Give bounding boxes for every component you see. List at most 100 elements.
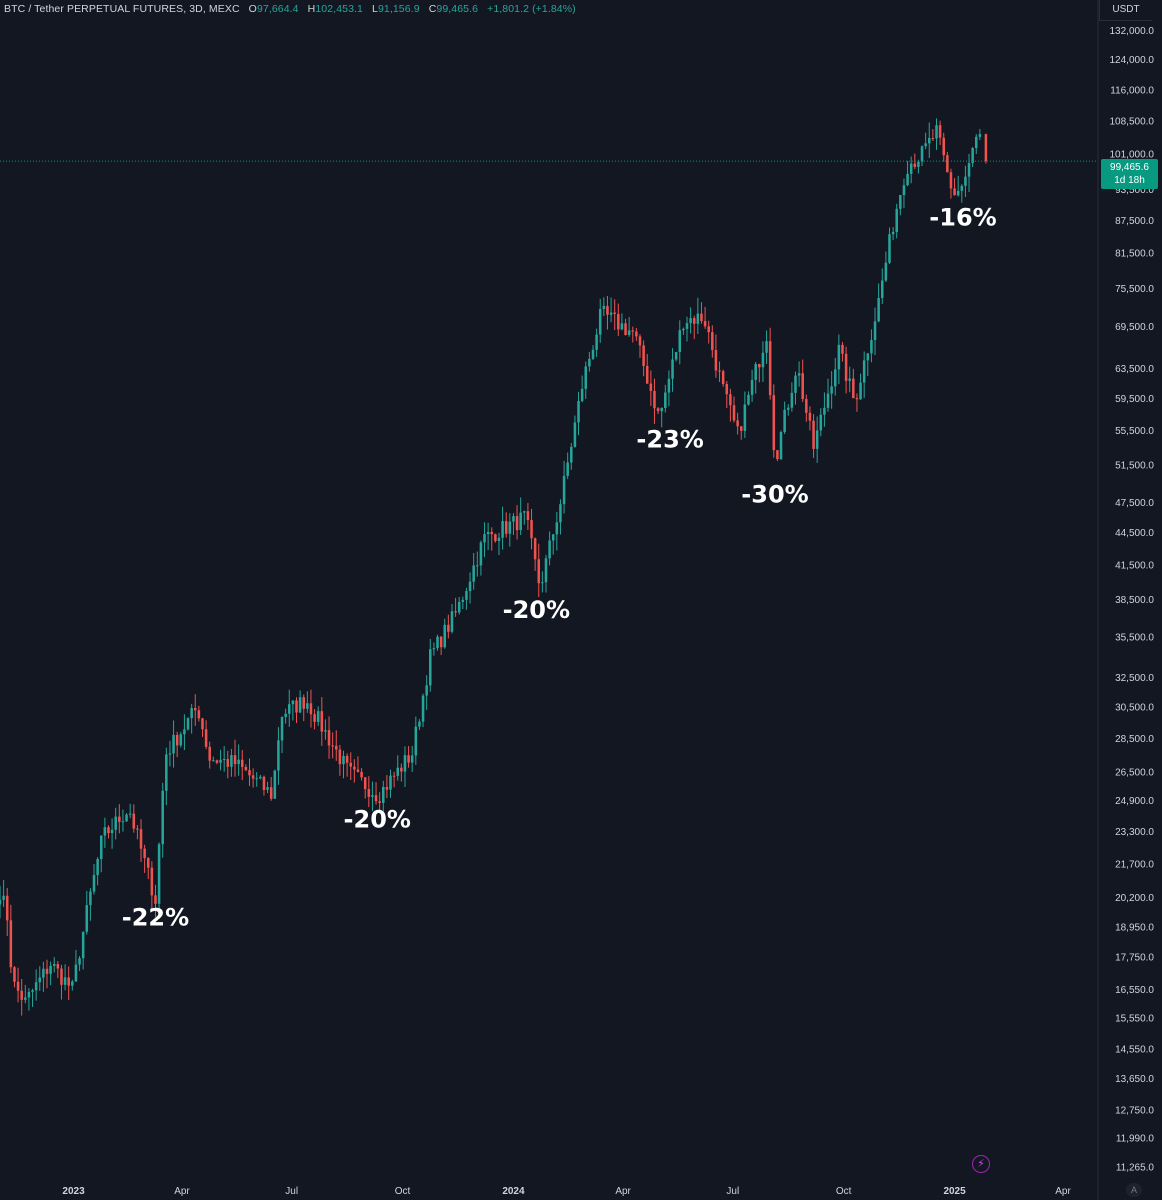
- candle-body: [664, 392, 667, 408]
- candle-body: [92, 875, 96, 892]
- candle-body: [410, 755, 414, 763]
- lightning-icon[interactable]: ⚡: [972, 1155, 990, 1173]
- candle-body: [631, 330, 635, 332]
- change-value: +1,801.2 (+1.84%): [487, 3, 576, 15]
- candle-body: [758, 364, 761, 368]
- candle-body: [526, 511, 530, 520]
- y-tick-label: 18,950.0: [1115, 922, 1154, 933]
- candle-body: [0, 899, 2, 905]
- candle-body: [269, 787, 273, 799]
- candle-body: [266, 787, 269, 790]
- drawdown-annotation: -20%: [344, 805, 411, 833]
- candle-body: [251, 775, 255, 779]
- candle-body: [139, 829, 143, 849]
- candle-body: [60, 968, 63, 985]
- candle-body: [454, 611, 457, 613]
- y-tick-label: 11,990.0: [1116, 1134, 1155, 1145]
- candle-body: [848, 378, 851, 381]
- candle-body: [899, 195, 902, 209]
- candle-body: [45, 968, 49, 974]
- candle-body: [707, 326, 710, 333]
- y-tick-label: 17,750.0: [1115, 953, 1154, 964]
- candle-body: [378, 801, 381, 803]
- candle-body: [682, 328, 685, 331]
- candle-body: [649, 383, 653, 391]
- candle-body: [132, 813, 136, 829]
- candle-body: [472, 565, 475, 582]
- candle-body: [533, 538, 537, 560]
- candle-body: [486, 532, 490, 535]
- auto-scale-icon[interactable]: A: [1126, 1183, 1142, 1197]
- candle-body: [490, 532, 494, 535]
- candle-body: [125, 814, 128, 822]
- candle-body: [150, 867, 154, 896]
- candle-body: [866, 353, 870, 361]
- candle-body: [385, 787, 389, 790]
- candle-body: [577, 400, 580, 423]
- candle-body: [479, 542, 483, 566]
- candle-body: [248, 770, 251, 776]
- candle-body: [190, 708, 193, 719]
- candle-body: [27, 991, 31, 998]
- low-value: 91,156.9: [377, 3, 420, 15]
- candle-body: [78, 958, 81, 965]
- candle-body: [743, 404, 747, 431]
- y-tick-label: 55,500.0: [1115, 426, 1154, 437]
- x-tick-label: Jul: [285, 1186, 298, 1197]
- candle-body: [573, 422, 577, 447]
- candle-body: [761, 352, 765, 368]
- candle-body: [750, 379, 754, 395]
- candle-body: [396, 767, 400, 776]
- candle-body: [284, 713, 287, 718]
- candle-body: [917, 161, 920, 167]
- candle-body: [880, 280, 884, 299]
- candle-body: [671, 359, 674, 379]
- candle-body: [942, 137, 945, 156]
- candle-body: [830, 386, 833, 394]
- candle-body: [844, 353, 848, 381]
- candle-body: [450, 611, 454, 632]
- candle-body: [718, 370, 721, 372]
- candle-body: [584, 366, 588, 389]
- drawdown-annotation: -20%: [503, 596, 570, 624]
- candle-body: [772, 395, 776, 451]
- candle-body: [179, 734, 183, 746]
- y-tick-label: 11,265.0: [1116, 1163, 1155, 1174]
- candle-body: [938, 125, 942, 138]
- candle-body: [461, 599, 465, 602]
- candle-body: [862, 360, 866, 383]
- y-tick-label: 20,200.0: [1115, 893, 1154, 904]
- symbol-name[interactable]: BTC / Tether PERPETUAL FUTURES, 3D, MEXC: [4, 3, 240, 15]
- candle-body: [277, 740, 280, 771]
- candle-body: [602, 305, 606, 310]
- candle-body: [193, 708, 197, 711]
- candle-body: [714, 350, 718, 371]
- candle-body: [118, 816, 121, 822]
- candle-body: [331, 745, 334, 747]
- candle-body: [418, 721, 421, 727]
- candle-body: [667, 378, 671, 393]
- x-tick-label: 2025: [943, 1186, 966, 1197]
- candle-body: [128, 813, 132, 815]
- candle-body: [400, 767, 403, 772]
- candle-body: [873, 321, 877, 341]
- candle-body: [146, 857, 150, 868]
- candle-body: [85, 905, 89, 932]
- candle-body: [262, 776, 266, 790]
- candle-body: [877, 298, 880, 322]
- candle-body: [154, 895, 157, 904]
- candle-body: [700, 313, 703, 322]
- candle-body: [685, 323, 689, 329]
- candle-body: [494, 534, 497, 542]
- candle-body: [902, 185, 906, 196]
- candle-body: [721, 371, 725, 385]
- candle-body: [732, 405, 736, 421]
- candle-body: [291, 700, 295, 705]
- currency-button[interactable]: USDT: [1099, 0, 1152, 21]
- y-tick-label: 28,500.0: [1115, 734, 1154, 745]
- candle-body: [363, 777, 367, 790]
- candle-body: [302, 697, 305, 709]
- candle-body: [703, 321, 707, 327]
- candle-body: [208, 746, 211, 761]
